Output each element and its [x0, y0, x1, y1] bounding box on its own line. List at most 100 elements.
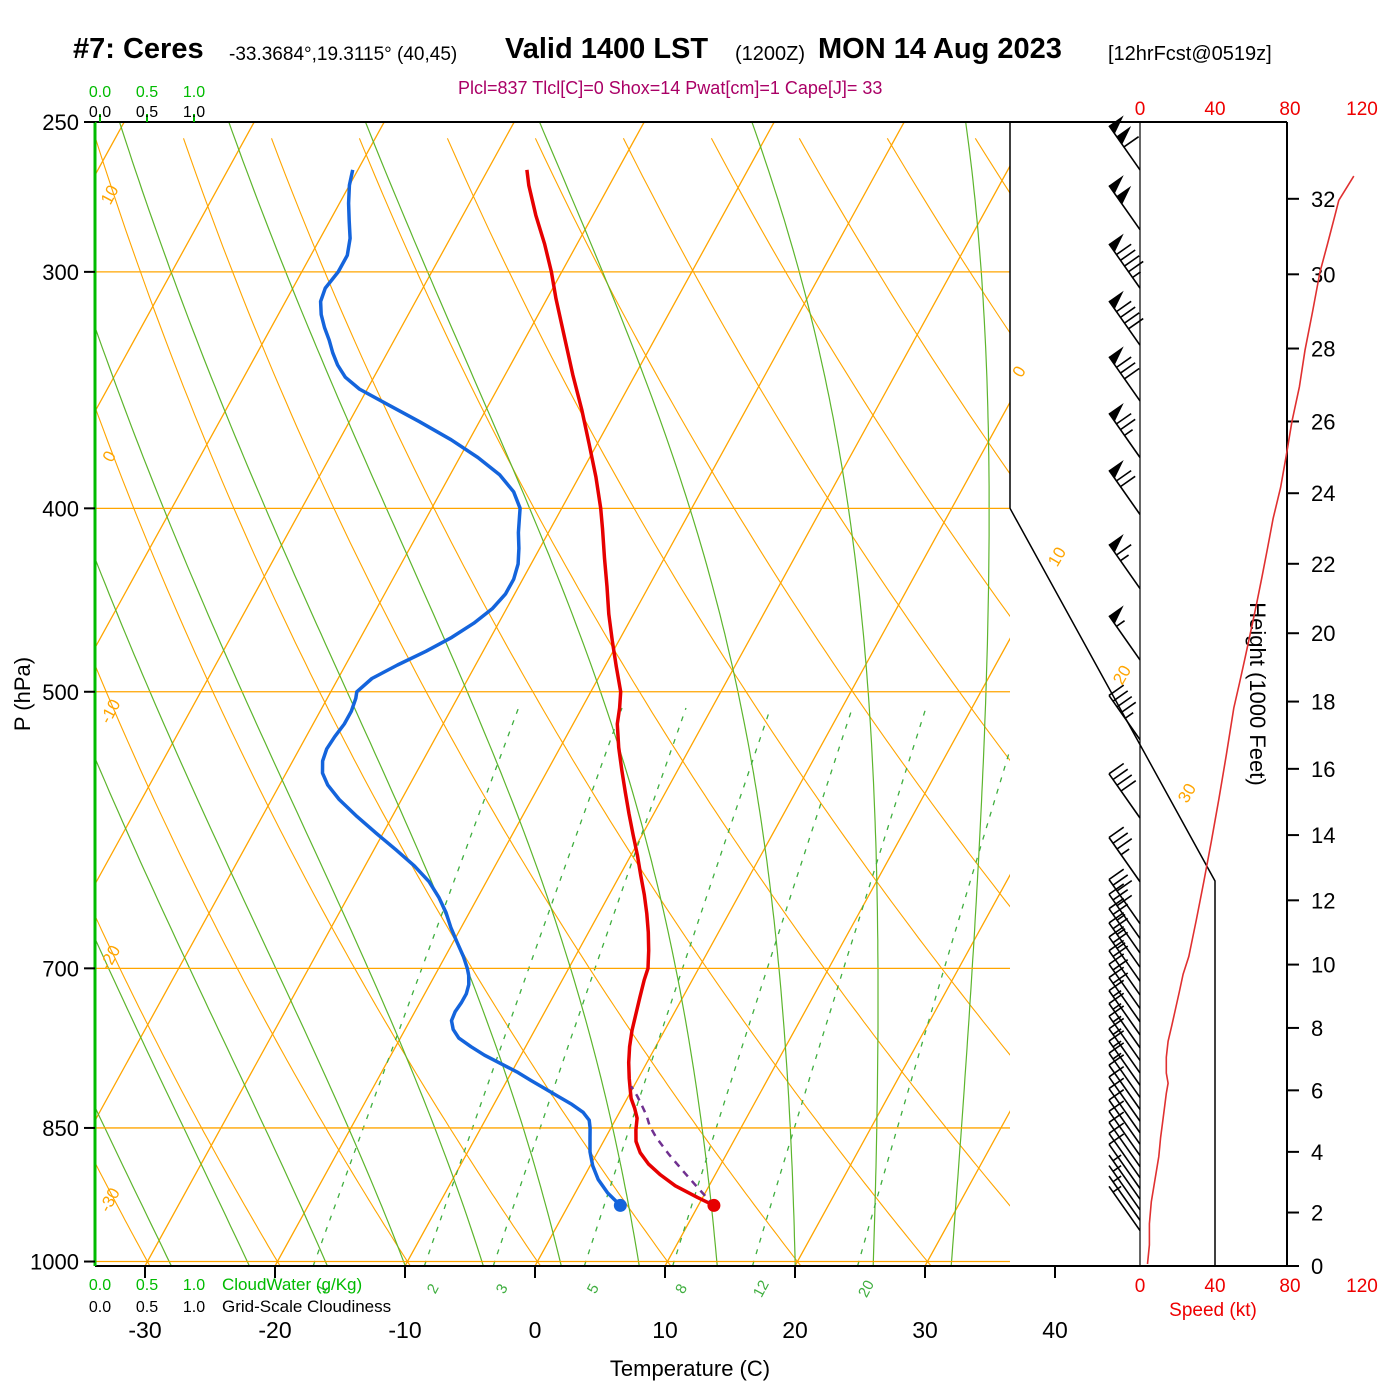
pressure-tick-label: 300 — [42, 260, 79, 285]
wind-barb-shaft — [1108, 977, 1141, 1023]
mixing-ratio-line — [857, 747, 1010, 1266]
speed-tick-label: 120 — [1346, 99, 1378, 120]
temp-tick-label: -30 — [128, 1317, 161, 1343]
skewt-background — [95, 122, 1400, 1266]
mixing-ratio-label: 3 — [493, 1281, 512, 1296]
wind-barb-feathers — [1108, 684, 1137, 720]
wind-barb-pennant — [1109, 346, 1124, 365]
moist-adiabat — [95, 1105, 172, 1266]
dry-adiabat — [534, 138, 1010, 908]
wind-barb-feathers — [1108, 1111, 1125, 1124]
height-tick-label: 20 — [1311, 621, 1335, 646]
temp-tick-label: 20 — [782, 1317, 808, 1343]
wind-barb-shaft — [1108, 922, 1141, 968]
height-tick-label: 26 — [1311, 409, 1335, 434]
cloudiness-scale-label: 0.0 — [89, 1299, 111, 1316]
wind-barb-feathers — [1108, 1133, 1125, 1145]
height-tick-label: 0 — [1311, 1254, 1323, 1279]
wind-barb-shaft — [1108, 1143, 1141, 1189]
cloudwater-scale-label: 0.0 — [89, 84, 111, 101]
parcel-curve — [630, 1085, 715, 1207]
pressure-tick-label: 250 — [42, 110, 79, 135]
moist-adiabat — [538, 122, 796, 1266]
temp-tick-label: 40 — [1042, 1317, 1068, 1343]
isotherm-label: 0 — [1009, 363, 1030, 381]
pressure-tick-label: 700 — [42, 956, 79, 981]
moist-adiabat — [118, 122, 562, 1266]
wind-barb-shaft — [1108, 1076, 1141, 1122]
wind-barb-shaft — [1108, 1154, 1141, 1200]
dry-adiabat-label: 0 — [99, 448, 120, 465]
dry-adiabat — [1151, 138, 1400, 1265]
stability-indices: Plcl=837 Tlcl[C]=0 Shox=14 Pwat[cm]=1 Ca… — [458, 78, 883, 98]
mixing-ratio-label: 12 — [750, 1278, 773, 1301]
wind-barb-shaft — [1108, 963, 1141, 1009]
dry-adiabat — [358, 138, 1010, 1207]
height-tick-label: 22 — [1311, 552, 1335, 577]
wind-barb-shaft — [1108, 1028, 1141, 1074]
pressure-tick-label: 500 — [42, 680, 79, 705]
cloudiness-scale-label: 1.0 — [183, 1299, 205, 1316]
wind-barb-pennant — [1109, 115, 1132, 145]
wind-barb-shaft — [1108, 1165, 1141, 1211]
wind-barb-shaft — [1108, 893, 1141, 939]
wind-barb-feathers — [1123, 136, 1140, 148]
dry-adiabat — [95, 1161, 151, 1266]
wind-barb-pennant — [1109, 605, 1124, 624]
wind-barb-shaft — [1108, 694, 1141, 741]
wind-barb-pennant — [1109, 459, 1124, 479]
height-tick-label: 18 — [1311, 690, 1335, 715]
isotherm — [95, 122, 515, 886]
cloudwater-scale-label: 1.0 — [183, 1277, 205, 1294]
wind-barb-feathers — [1112, 1154, 1122, 1162]
wind-barb-pennant — [1109, 290, 1124, 310]
moist-adiabat — [95, 937, 250, 1266]
wind-barb-feathers — [1108, 1122, 1125, 1135]
isotherm — [404, 164, 1010, 1266]
wind-barb-shaft — [1108, 1040, 1141, 1086]
isotherm-label: 10 — [1044, 544, 1070, 570]
height-axis-title: Height (1000 Feet) — [1245, 602, 1270, 785]
isotherm — [664, 637, 1010, 1266]
temp-tick-label: 0 — [529, 1317, 542, 1343]
mixing-ratio-line — [751, 707, 927, 1266]
wind-barb-pennant — [1109, 175, 1132, 205]
wind-barb-shaft — [1108, 837, 1141, 883]
wind-barb-shaft — [1108, 1175, 1141, 1221]
cloudwater-scale-label: 1.0 — [183, 84, 205, 101]
mixing-ratio-label: 5 — [584, 1281, 603, 1296]
dry-adiabat — [182, 138, 802, 1266]
speed-curve — [1146, 175, 1355, 1265]
dry-adiabat — [95, 405, 541, 1266]
valid-zulu: (1200Z) — [735, 43, 806, 65]
wind-barb-pennant — [1109, 534, 1124, 553]
height-tick-label: 6 — [1311, 1078, 1323, 1103]
dry-adiabat — [710, 138, 1010, 618]
right-border-diagonal — [1009, 507, 1216, 1266]
mixing-ratio-label: 8 — [672, 1281, 691, 1296]
wind-barb-shaft — [1108, 1185, 1141, 1232]
wind-barb-shaft — [1108, 1003, 1141, 1049]
wind-barb-feathers — [1116, 243, 1144, 279]
cloudwater-axis-title: CloudWater (g/Kg) — [222, 1275, 362, 1294]
moist-adiabat — [751, 122, 879, 1266]
wind-barb-shaft — [1108, 879, 1141, 925]
height-tick-label: 16 — [1311, 757, 1335, 782]
moist-adiabat — [228, 122, 640, 1266]
forecast-tag: [12hrFcst@0519z] — [1108, 43, 1272, 65]
speed-tick-label: 40 — [1204, 1276, 1225, 1297]
cloudwater-scale-label: 0.0 — [89, 1277, 111, 1294]
mixing-ratio-line — [492, 707, 687, 1266]
valid-time: Valid 1400 LST — [505, 33, 709, 65]
temp-tick-label: 30 — [912, 1317, 938, 1343]
height-tick-label: 2 — [1311, 1201, 1323, 1226]
speed-tick-label: 0 — [1135, 1276, 1146, 1297]
wind-barb-feathers — [1108, 1077, 1125, 1090]
moist-adiabat — [950, 122, 990, 1266]
isotherm — [95, 122, 255, 413]
wind-barb-shaft — [1108, 1121, 1141, 1168]
temp-tick-label: 10 — [652, 1317, 678, 1343]
wind-barb-pennant — [1109, 233, 1124, 253]
